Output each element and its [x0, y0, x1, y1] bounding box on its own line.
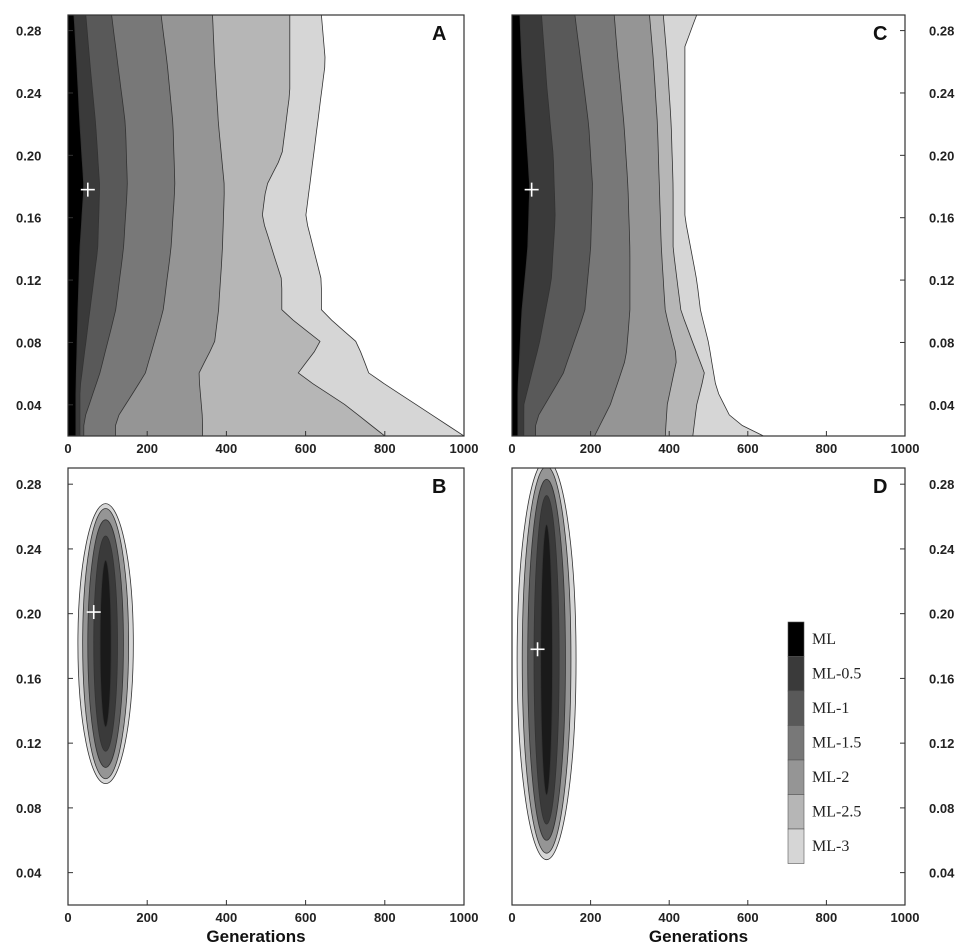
x-tick-label: 0	[508, 910, 515, 925]
y-tick-label: 0.04	[929, 866, 955, 881]
x-tick-label: 800	[816, 441, 838, 456]
legend-swatch	[787, 794, 805, 830]
contour-ml	[512, 15, 530, 436]
x-tick-label: 800	[374, 910, 396, 925]
panel-label: A	[432, 23, 446, 45]
panel-c: 0 200 400 600 800 1000 0.04 0.08 0.12 0.16 0.20 0.2…	[508, 14, 955, 456]
legend-label: ML-1	[812, 700, 849, 717]
x-tick-label: 0	[64, 441, 71, 456]
legend-label: ML-2.5	[812, 804, 861, 821]
y-tick-label: 0.08	[929, 335, 954, 350]
plot-frame	[511, 14, 906, 437]
legend-label: ML-0.5	[812, 666, 861, 683]
legend-swatch	[787, 759, 805, 795]
contour-ml	[68, 15, 85, 436]
panel-label: C	[873, 23, 887, 45]
x-tick-label: 1000	[891, 441, 920, 456]
contour-area	[68, 468, 464, 905]
panel-label: D	[873, 476, 887, 498]
x-tick-label: 600	[737, 441, 759, 456]
ml-point-marker	[524, 182, 539, 197]
y-tick-label: 0.20	[929, 148, 954, 163]
y-tick-label: 0.16	[16, 211, 41, 226]
y-tick-label: 0.20	[16, 607, 41, 622]
legend-swatch	[787, 690, 805, 726]
panel-d: 0 200 400 600 800 1000 0.04 0.08 0.12 0.16 0.20 0.2…	[508, 467, 955, 945]
x-tick-label: 1000	[450, 441, 479, 456]
contour-area	[512, 468, 905, 905]
panel-b: 0 200 400 600 800 1000 0.04 0.08 0.12 0.16 0.20 0.2…	[16, 467, 479, 945]
y-tick-label: 0.04	[929, 398, 955, 413]
y-tick-label: 0.12	[16, 736, 41, 751]
x-tick-label: 0	[508, 441, 515, 456]
panel-label: B	[432, 476, 446, 498]
y-tick-label: 0.20	[16, 148, 41, 163]
plot-frame	[67, 467, 465, 906]
x-axis-title: Generations	[206, 927, 305, 945]
y-tick-label: 0.20	[929, 607, 954, 622]
x-axis-title: Generations	[649, 927, 748, 945]
y-tick-label: 0.08	[929, 801, 954, 816]
y-tick-label: 0.28	[929, 24, 954, 39]
plot-frame	[67, 14, 465, 437]
legend-swatch	[787, 725, 805, 761]
contour-ml	[99, 559, 112, 728]
x-tick-label: 400	[216, 441, 238, 456]
contour-ml	[540, 524, 553, 796]
y-tick-label: 0.28	[16, 477, 41, 492]
y-tick-label: 0.16	[16, 671, 41, 686]
x-tick-label: 200	[136, 910, 158, 925]
y-tick-label: 0.08	[16, 335, 41, 350]
y-tick-label: 0.12	[929, 273, 954, 288]
ml-point-marker	[530, 642, 545, 657]
x-tick-label: 600	[295, 441, 317, 456]
y-tick-label: 0.12	[929, 736, 954, 751]
panel-a: 0 200 400 600 800 1000 0.04 0.08 0.12 0.16 0.20 0.2…	[16, 14, 479, 456]
x-tick-label: 400	[658, 910, 680, 925]
y-tick-label: 0.16	[929, 671, 954, 686]
x-tick-label: 400	[658, 441, 680, 456]
legend-label: ML-3	[812, 838, 849, 855]
y-tick-label: 0.12	[16, 273, 41, 288]
plot-frame	[511, 467, 906, 906]
y-tick-label: 0.24	[929, 86, 955, 101]
legend-label: ML-1.5	[812, 735, 861, 752]
ml-point-marker	[86, 605, 101, 620]
y-tick-label: 0.04	[16, 398, 42, 413]
x-tick-label: 400	[216, 910, 238, 925]
x-tick-label: 800	[374, 441, 396, 456]
ml-point-marker	[80, 182, 95, 197]
legend: ML ML-0.5 ML-1 ML-1.5 ML-2 ML-2.5 ML-3	[787, 621, 861, 864]
legend-swatch	[787, 828, 805, 864]
x-tick-label: 200	[580, 441, 602, 456]
x-tick-label: 600	[737, 910, 759, 925]
legend-swatch	[787, 621, 805, 657]
y-tick-label: 0.08	[16, 801, 41, 816]
y-tick-label: 0.28	[16, 24, 41, 39]
x-tick-label: 600	[295, 910, 317, 925]
y-tick-label: 0.04	[16, 866, 42, 881]
y-tick-label: 0.24	[929, 542, 955, 557]
legend-label: ML	[812, 631, 836, 648]
y-tick-label: 0.28	[929, 477, 954, 492]
x-tick-label: 1000	[450, 910, 479, 925]
x-tick-label: 200	[136, 441, 158, 456]
contour-area	[68, 15, 464, 436]
legend-label: ML-2	[812, 769, 849, 786]
contour-area	[512, 15, 905, 436]
legend-swatch	[787, 656, 805, 692]
x-tick-label: 200	[580, 910, 602, 925]
x-tick-label: 0	[64, 910, 71, 925]
y-tick-label: 0.24	[16, 542, 42, 557]
x-tick-label: 800	[816, 910, 838, 925]
x-tick-label: 1000	[891, 910, 920, 925]
y-tick-label: 0.24	[16, 86, 42, 101]
y-tick-label: 0.16	[929, 211, 954, 226]
